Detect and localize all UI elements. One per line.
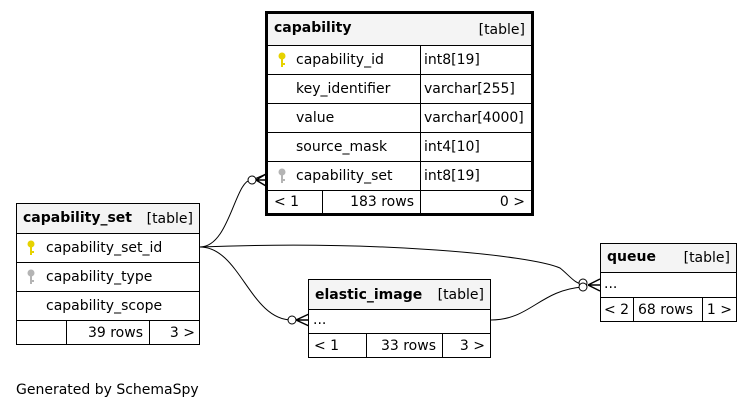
link-capability-set-to-capability xyxy=(199,173,267,248)
table-title: elastic_image xyxy=(315,286,423,303)
table-footer: < 1 33 rows 3 > xyxy=(309,333,490,357)
table-row[interactable]: capability_set int8[19] xyxy=(268,161,531,190)
table-header: capability [table] xyxy=(268,14,531,45)
column-name: capability_type xyxy=(46,269,153,285)
row-count: 33 rows xyxy=(366,334,442,357)
link-capability-set-to-elastic-image xyxy=(199,246,293,321)
children-count[interactable]: 3 > xyxy=(149,321,199,344)
zero-marker-capability xyxy=(247,175,257,185)
crowfoot-elastic-image xyxy=(295,313,310,327)
table-queue[interactable]: queue [table] ... < 2 68 rows 1 > xyxy=(600,243,737,322)
parents-count[interactable]: < 1 xyxy=(314,337,340,354)
foreign-key-icon xyxy=(278,168,286,183)
table-header: queue [table] xyxy=(601,244,736,272)
row-count: 183 rows xyxy=(322,191,420,213)
table-kind: [table] xyxy=(478,21,525,38)
zero-marker-elastic-image xyxy=(287,315,297,325)
table-capability[interactable]: capability [table] capability_id int8[19… xyxy=(265,11,534,216)
column-name: capability_scope xyxy=(46,298,163,314)
link-elastic-image-to-queue xyxy=(490,286,584,321)
zero-marker-queue-b xyxy=(578,282,588,292)
generated-by-text: Generated by SchemaSpy xyxy=(16,382,199,398)
table-row[interactable]: capability_id int8[19] xyxy=(268,45,531,74)
column-type: varchar[255] xyxy=(420,75,531,103)
table-elastic-image[interactable]: elastic_image [table] ... < 1 33 rows 3 … xyxy=(308,279,491,358)
column-type: int8[19] xyxy=(420,162,531,190)
table-kind: [table] xyxy=(683,250,730,266)
children-count[interactable]: 0 > xyxy=(420,191,531,213)
column-name: source_mask xyxy=(296,139,388,155)
children-count[interactable]: 3 > xyxy=(442,334,490,357)
table-kind: [table] xyxy=(437,286,484,303)
columns-ellipsis: ... xyxy=(313,311,327,328)
primary-key-icon xyxy=(278,52,286,67)
primary-key-icon xyxy=(27,240,35,255)
table-row[interactable]: ... xyxy=(309,309,490,333)
children-count[interactable]: 1 > xyxy=(702,298,736,321)
column-type: int4[10] xyxy=(420,133,531,161)
table-row[interactable]: value varchar[4000] xyxy=(268,103,531,132)
column-name: capability_id xyxy=(296,52,384,68)
table-row[interactable]: key_identifier varchar[255] xyxy=(268,74,531,103)
table-row[interactable]: capability_scope xyxy=(17,291,199,320)
parents-count[interactable]: < 1 xyxy=(274,194,300,210)
table-header: elastic_image [table] xyxy=(309,280,490,309)
foreign-key-icon xyxy=(27,269,35,284)
link-capability-set-to-queue xyxy=(199,244,584,285)
row-count: 68 rows xyxy=(633,298,702,321)
row-count: 39 rows xyxy=(66,321,149,344)
table-kind: [table] xyxy=(146,210,193,227)
table-row[interactable]: ... xyxy=(601,272,736,297)
table-footer: 39 rows 3 > xyxy=(17,320,199,344)
crowfoot-queue xyxy=(587,278,601,292)
table-row[interactable]: source_mask int4[10] xyxy=(268,132,531,161)
table-title: capability_set xyxy=(23,209,132,226)
table-title: capability xyxy=(274,19,352,36)
columns-ellipsis: ... xyxy=(604,275,618,292)
table-header: capability_set [table] xyxy=(17,204,199,233)
column-name: key_identifier xyxy=(296,81,391,97)
table-footer: < 2 68 rows 1 > xyxy=(601,297,736,321)
table-footer: < 1 183 rows 0 > xyxy=(268,190,531,213)
column-type: int8[19] xyxy=(420,46,531,74)
column-name: capability_set_id xyxy=(46,240,163,256)
crowfoot-capability xyxy=(255,173,267,187)
column-name: capability_set xyxy=(296,168,393,184)
table-title: queue xyxy=(607,249,656,265)
table-row[interactable]: capability_set_id xyxy=(17,233,199,262)
table-row[interactable]: capability_type xyxy=(17,262,199,291)
column-type: varchar[4000] xyxy=(420,104,531,132)
parents-count[interactable]: < 2 xyxy=(604,301,630,318)
table-capability-set[interactable]: capability_set [table] capability_set_id… xyxy=(16,203,200,345)
column-name: value xyxy=(296,110,335,126)
